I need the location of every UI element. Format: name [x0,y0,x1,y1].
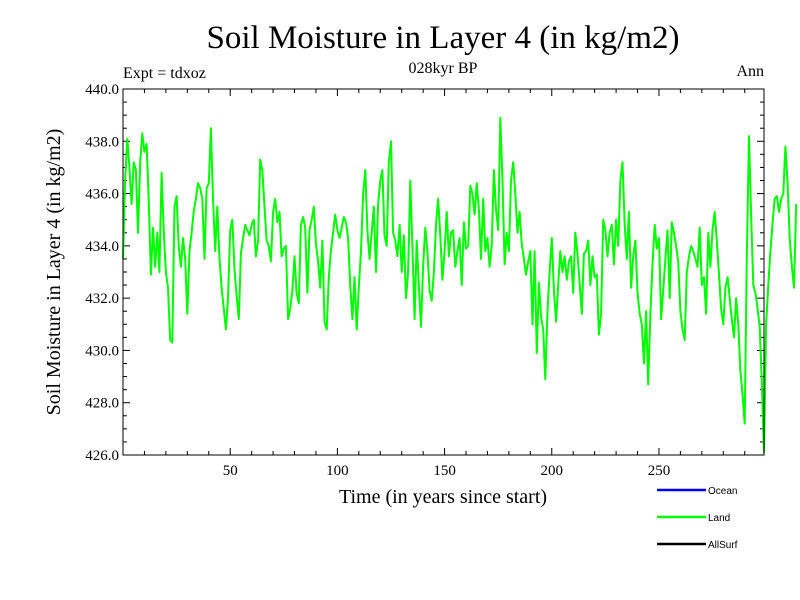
y-tick-label: 430.0 [85,343,119,359]
legend-label-land: Land [708,513,730,524]
y-tick-label: 438.0 [85,134,119,150]
x-tick-label: 150 [433,463,456,479]
y-tick-label: 440.0 [85,82,119,98]
x-tick-label: 100 [326,463,349,479]
tick-labels: 50 100 150 200 250 426.0 428.0 430.0 432.0 434.0 4… [85,82,670,479]
y-tick-label: 426.0 [85,448,119,464]
y-axis-label: Soil Moisture in Layer 4 (in kg/m2) [43,129,65,416]
y-tick-label: 434.0 [85,239,119,255]
x-tick-label: 250 [648,463,671,479]
period-label: Ann [736,63,764,80]
x-tick-label: 50 [223,463,238,479]
x-tick-label: 200 [541,463,564,479]
x-axis-label: Time (in years since start) [339,486,547,508]
y-tick-label: 436.0 [85,187,119,203]
legend-label-ocean: Ocean [708,486,737,497]
legend: Ocean Land AllSurf [657,486,738,551]
experiment-label: Expt = tdxoz [123,65,206,82]
series-line-land [122,116,798,454]
y-tick-label: 428.0 [85,396,119,412]
chart-subtitle: 028kyr BP [409,60,478,77]
legend-label-allsurf: AllSurf [708,540,738,551]
series-layer [122,116,798,454]
axis-ticks [123,89,764,455]
chart-title: Soil Moisture in Layer 4 (in kg/m2) [207,20,680,56]
y-tick-label: 432.0 [85,291,119,307]
plot-frame [122,88,765,456]
